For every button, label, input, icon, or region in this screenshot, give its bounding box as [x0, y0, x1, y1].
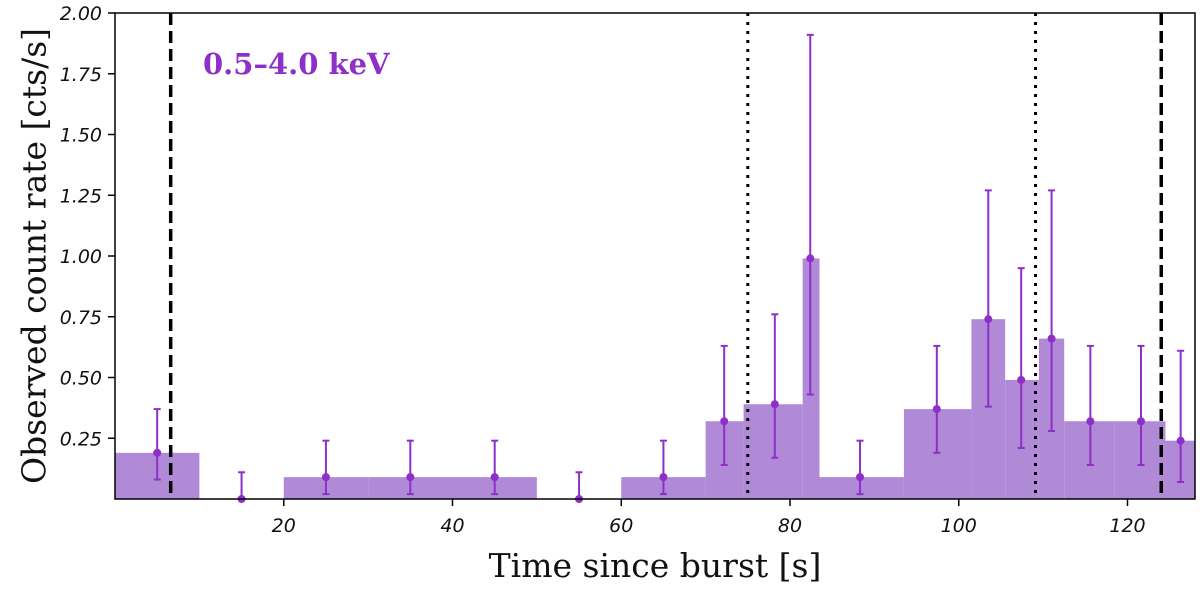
- y-axis: 0.25 0.50 0.75 1.00 1.25 1.50 1.75 2.00: [60, 3, 115, 450]
- y-tick-label-3: 1.00: [60, 246, 102, 268]
- errorbars-layer: [153, 33, 1185, 500]
- x-tick-label-80: 80: [778, 515, 802, 537]
- y-tick-label-2: 0.75: [60, 307, 102, 329]
- y-axis-title: Observed count rate [cts/s]: [15, 28, 54, 484]
- data-point-10: [856, 473, 865, 482]
- y-tick-label-7: 2.00: [60, 3, 102, 25]
- data-point-11: [932, 405, 941, 414]
- data-point-15: [1086, 417, 1095, 426]
- points-layer: [153, 254, 1185, 503]
- data-point-8: [770, 400, 779, 409]
- bars-layer: [115, 258, 1195, 499]
- x-axis: 20 40 60 80 100 120: [272, 499, 1146, 537]
- x-tick-label-60: 60: [609, 515, 633, 537]
- x-tick-label-40: 40: [440, 515, 464, 537]
- data-point-13: [1017, 375, 1026, 384]
- data-point-12: [984, 315, 993, 324]
- data-point-4: [490, 473, 499, 482]
- data-point-17: [1176, 436, 1185, 445]
- bar-10: [819, 477, 904, 499]
- y-tick-label-5: 1.50: [60, 125, 102, 147]
- data-point-14: [1047, 334, 1056, 343]
- data-point-16: [1137, 417, 1145, 426]
- x-tick-label-120: 120: [1109, 515, 1145, 537]
- y-tick-label-1: 0.50: [60, 368, 102, 390]
- x-tick-label-100: 100: [941, 515, 977, 537]
- data-point-0: [153, 448, 162, 457]
- energy-band-label: 0.5–4.0 keV: [203, 47, 390, 81]
- data-point-7: [720, 417, 729, 426]
- y-tick-label-6: 1.75: [60, 64, 102, 86]
- y-tick-label-0: 0.25: [60, 428, 102, 450]
- x-tick-label-20: 20: [272, 515, 296, 537]
- data-point-2: [321, 473, 330, 482]
- x-axis-title: Time since burst [s]: [489, 546, 822, 585]
- data-point-3: [406, 473, 415, 482]
- data-point-6: [659, 473, 668, 482]
- y-tick-label-4: 1.25: [60, 185, 102, 207]
- vlines-layer: [168, 13, 1163, 499]
- bar-8: [743, 404, 803, 499]
- data-point-9: [806, 254, 815, 263]
